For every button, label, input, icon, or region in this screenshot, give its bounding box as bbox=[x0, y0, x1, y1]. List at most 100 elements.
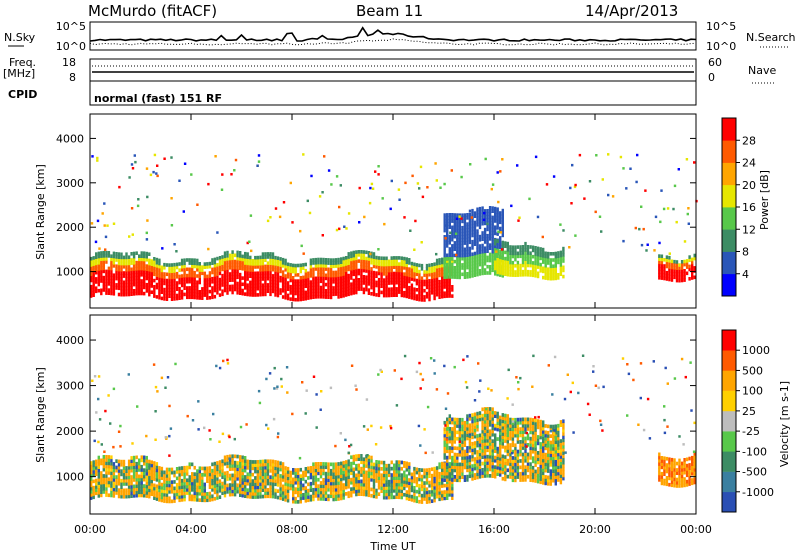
data-cell bbox=[110, 455, 113, 460]
data-cell bbox=[496, 424, 499, 429]
data-cell bbox=[395, 495, 398, 499]
data-cell bbox=[350, 260, 353, 265]
data-cell bbox=[473, 273, 477, 277]
data-cell bbox=[100, 254, 103, 258]
data-cell bbox=[660, 270, 664, 274]
data-cell bbox=[226, 275, 229, 280]
data-cell bbox=[395, 469, 398, 474]
data-cell bbox=[534, 479, 537, 483]
data-cell bbox=[486, 416, 489, 421]
data-cell bbox=[443, 228, 446, 233]
data-cell bbox=[372, 277, 376, 281]
data-cell bbox=[330, 183, 333, 186]
data-cell bbox=[443, 182, 446, 186]
data-cell bbox=[304, 275, 307, 279]
data-cell bbox=[400, 265, 403, 270]
data-cell bbox=[435, 494, 439, 499]
data-cell bbox=[428, 269, 431, 274]
data-cell bbox=[453, 213, 456, 217]
data-cell bbox=[658, 254, 661, 258]
data-cell bbox=[367, 288, 371, 292]
data-cell bbox=[491, 231, 494, 235]
data-cell bbox=[251, 485, 254, 490]
data-cell bbox=[385, 259, 388, 264]
data-cell bbox=[132, 455, 136, 460]
data-cell bbox=[193, 465, 196, 470]
data-cell bbox=[443, 216, 446, 220]
data-cell bbox=[468, 271, 472, 276]
data-cell bbox=[122, 494, 126, 499]
data-cell bbox=[297, 490, 300, 495]
data-cell bbox=[340, 496, 343, 501]
data-cell bbox=[541, 235, 544, 239]
data-cell bbox=[574, 234, 577, 237]
data-cell bbox=[140, 477, 143, 482]
data-cell bbox=[170, 294, 174, 298]
data-cell bbox=[276, 495, 280, 500]
data-cell bbox=[395, 485, 398, 490]
data-cell bbox=[132, 289, 136, 293]
data-cell bbox=[420, 497, 424, 501]
data-cell bbox=[542, 458, 545, 463]
data-cell bbox=[499, 220, 502, 225]
data-cell bbox=[327, 169, 331, 172]
data-cell bbox=[471, 457, 474, 462]
data-cell bbox=[115, 264, 118, 268]
data-cell bbox=[501, 476, 504, 481]
data-cell bbox=[319, 276, 323, 280]
data-cell bbox=[494, 209, 497, 214]
data-cell bbox=[122, 289, 126, 294]
data-cell bbox=[302, 278, 305, 283]
data-cell bbox=[547, 258, 550, 262]
data-cell bbox=[466, 452, 469, 457]
data-cell bbox=[226, 281, 229, 286]
data-cell bbox=[158, 478, 161, 483]
data-cell bbox=[468, 256, 472, 260]
data-cell bbox=[506, 417, 509, 422]
data-cell bbox=[345, 466, 348, 471]
data-cell bbox=[531, 254, 535, 259]
data-cell bbox=[158, 488, 161, 493]
data-cell bbox=[473, 223, 477, 228]
data-cell bbox=[191, 481, 194, 486]
data-cell bbox=[504, 244, 507, 248]
data-cell bbox=[201, 485, 204, 490]
data-cell bbox=[516, 260, 520, 265]
data-cell bbox=[155, 260, 159, 265]
data-cell bbox=[160, 495, 164, 500]
data-cell bbox=[461, 250, 464, 255]
data-cell bbox=[324, 261, 328, 265]
data-cell bbox=[249, 472, 252, 477]
data-cell bbox=[491, 209, 494, 213]
data-cell bbox=[362, 457, 366, 462]
data-cell bbox=[274, 488, 277, 493]
data-cell bbox=[504, 269, 507, 273]
data-cell bbox=[140, 291, 143, 296]
data-cell bbox=[319, 462, 323, 466]
data-cell bbox=[97, 487, 100, 492]
data-cell bbox=[370, 279, 373, 284]
data-cell bbox=[405, 272, 408, 277]
data-cell bbox=[95, 286, 98, 290]
data-cell bbox=[524, 458, 527, 463]
data-cell bbox=[511, 245, 515, 249]
data-cell bbox=[183, 494, 186, 499]
data-cell bbox=[393, 469, 396, 474]
data-cell bbox=[256, 488, 259, 493]
data-cell bbox=[435, 261, 439, 266]
data-cell bbox=[483, 442, 487, 446]
data-cell bbox=[536, 274, 540, 279]
data-cell bbox=[453, 219, 456, 223]
data-cell bbox=[143, 490, 146, 495]
data-cell bbox=[150, 482, 153, 487]
data-cell bbox=[544, 440, 547, 444]
data-cell bbox=[173, 269, 176, 273]
noise-left-tick-top: 10^5 bbox=[56, 20, 86, 33]
data-cell bbox=[542, 449, 545, 453]
data-cell bbox=[180, 491, 184, 496]
data-cell bbox=[246, 277, 249, 281]
data-cell bbox=[251, 463, 254, 467]
data-cell bbox=[191, 270, 194, 275]
data-cell bbox=[223, 288, 227, 293]
data-cell bbox=[481, 439, 484, 443]
